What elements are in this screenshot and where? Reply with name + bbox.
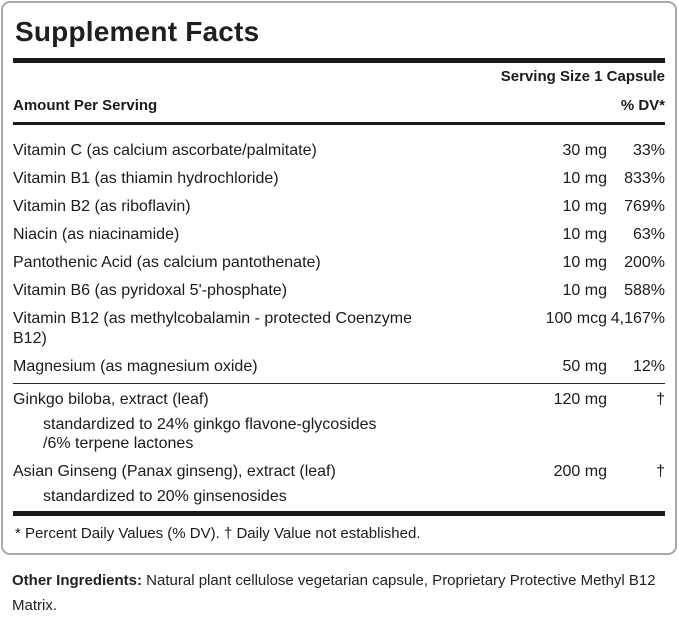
column-header-row: Amount Per Serving % DV* [13, 97, 665, 115]
nutrient-row: Vitamin B1 (as thiamin hydrochloride) 10… [13, 165, 665, 193]
nutrient-name: Pantothenic Acid (as calcium pantothenat… [13, 253, 321, 271]
botanical-block: Ginkgo biloba, extract (leaf) 120 mg † s… [13, 386, 665, 453]
nutrient-dv: 12% [632, 357, 665, 375]
serving-size: Serving Size 1 Capsule [500, 67, 665, 85]
botanical-standardization-line: /6% terpene lactones [43, 434, 194, 452]
nutrient-name: Vitamin B2 (as riboflavin) [13, 197, 191, 215]
nutrient-name: Niacin (as niacinamide) [13, 225, 180, 243]
daily-value-footnote: * Percent Daily Values (% DV). † Daily V… [15, 524, 421, 542]
botanical-row: Ginkgo biloba, extract (leaf) 120 mg † [13, 386, 665, 414]
heavy-divider-top [13, 57, 665, 63]
nutrient-row: Vitamin B2 (as riboflavin) 10 mg 769% [13, 193, 665, 221]
botanical-standardization: standardized to 24% ginkgo flavone-glyco… [13, 415, 665, 453]
nutrient-name: Vitamin C (as calcium ascorbate/palmitat… [13, 141, 317, 159]
nutrient-name: Magnesium (as magnesium oxide) [13, 357, 258, 375]
nutrient-row: Vitamin B6 (as pyridoxal 5'-phosphate) 1… [13, 277, 665, 305]
nutrient-list: Vitamin C (as calcium ascorbate/palmitat… [13, 137, 665, 381]
botanical-amount: 120 mg [553, 390, 607, 408]
botanical-name: Ginkgo biloba, extract (leaf) [13, 390, 209, 408]
nutrient-amount: 10 mg [562, 281, 607, 299]
heavy-divider-bottom [13, 510, 665, 516]
nutrient-amount: 10 mg [562, 197, 607, 215]
nutrient-name: Vitamin B12 (as methylcobalamin - protec… [13, 309, 412, 347]
botanical-standardization-line: standardized to 20% ginsenosides [43, 487, 287, 505]
nutrient-name: Vitamin B6 (as pyridoxal 5'-phosphate) [13, 281, 288, 299]
botanical-dv: † [656, 390, 665, 408]
nutrient-amount: 30 mg [562, 141, 607, 159]
supplement-facts-panel: Supplement Facts Serving Size 1 Capsule … [1, 1, 677, 555]
nutrient-amount: 100 mcg [545, 309, 607, 327]
botanical-dv: † [656, 462, 665, 480]
panel-title: Supplement Facts [15, 16, 260, 47]
botanical-amount: 200 mg [553, 462, 607, 480]
nutrient-row: Magnesium (as magnesium oxide) 50 mg 12% [13, 353, 665, 381]
other-ingredients: Other Ingredients: Natural plant cellulo… [12, 568, 675, 618]
nutrient-dv: 833% [624, 169, 665, 187]
botanical-name: Asian Ginseng (Panax ginseng), extract (… [13, 462, 336, 480]
nutrient-dv: 769% [624, 197, 665, 215]
nutrient-amount: 10 mg [562, 253, 607, 271]
nutrient-dv: 63% [632, 225, 665, 243]
medium-divider-header [13, 121, 665, 125]
nutrient-dv: 588% [624, 281, 665, 299]
nutrient-name: Vitamin B1 (as thiamin hydrochloride) [13, 169, 279, 187]
percent-dv-header: % DV* [620, 96, 665, 114]
botanical-list: Ginkgo biloba, extract (leaf) 120 mg † s… [13, 386, 665, 506]
botanical-standardization-line: standardized to 24% ginkgo flavone-glyco… [43, 415, 377, 433]
botanical-standardization: standardized to 20% ginsenosides [13, 487, 665, 506]
other-ingredients-label: Other Ingredients: [12, 571, 143, 589]
nutrient-row: Pantothenic Acid (as calcium pantothenat… [13, 249, 665, 277]
botanical-block: Asian Ginseng (Panax ginseng), extract (… [13, 458, 665, 506]
nutrient-dv: 200% [624, 253, 665, 271]
amount-per-serving-header: Amount Per Serving [13, 96, 158, 114]
nutrient-amount: 50 mg [562, 357, 607, 375]
nutrient-amount: 10 mg [562, 169, 607, 187]
nutrient-row: Vitamin B12 (as methylcobalamin - protec… [13, 305, 665, 353]
botanical-row: Asian Ginseng (Panax ginseng), extract (… [13, 458, 665, 486]
thin-divider-botanicals [13, 382, 665, 384]
nutrient-amount: 10 mg [562, 225, 607, 243]
nutrient-row: Vitamin C (as calcium ascorbate/palmitat… [13, 137, 665, 165]
nutrient-dv: 33% [632, 141, 665, 159]
nutrient-row: Niacin (as niacinamide) 10 mg 63% [13, 221, 665, 249]
nutrient-dv: 4,167% [610, 309, 665, 327]
